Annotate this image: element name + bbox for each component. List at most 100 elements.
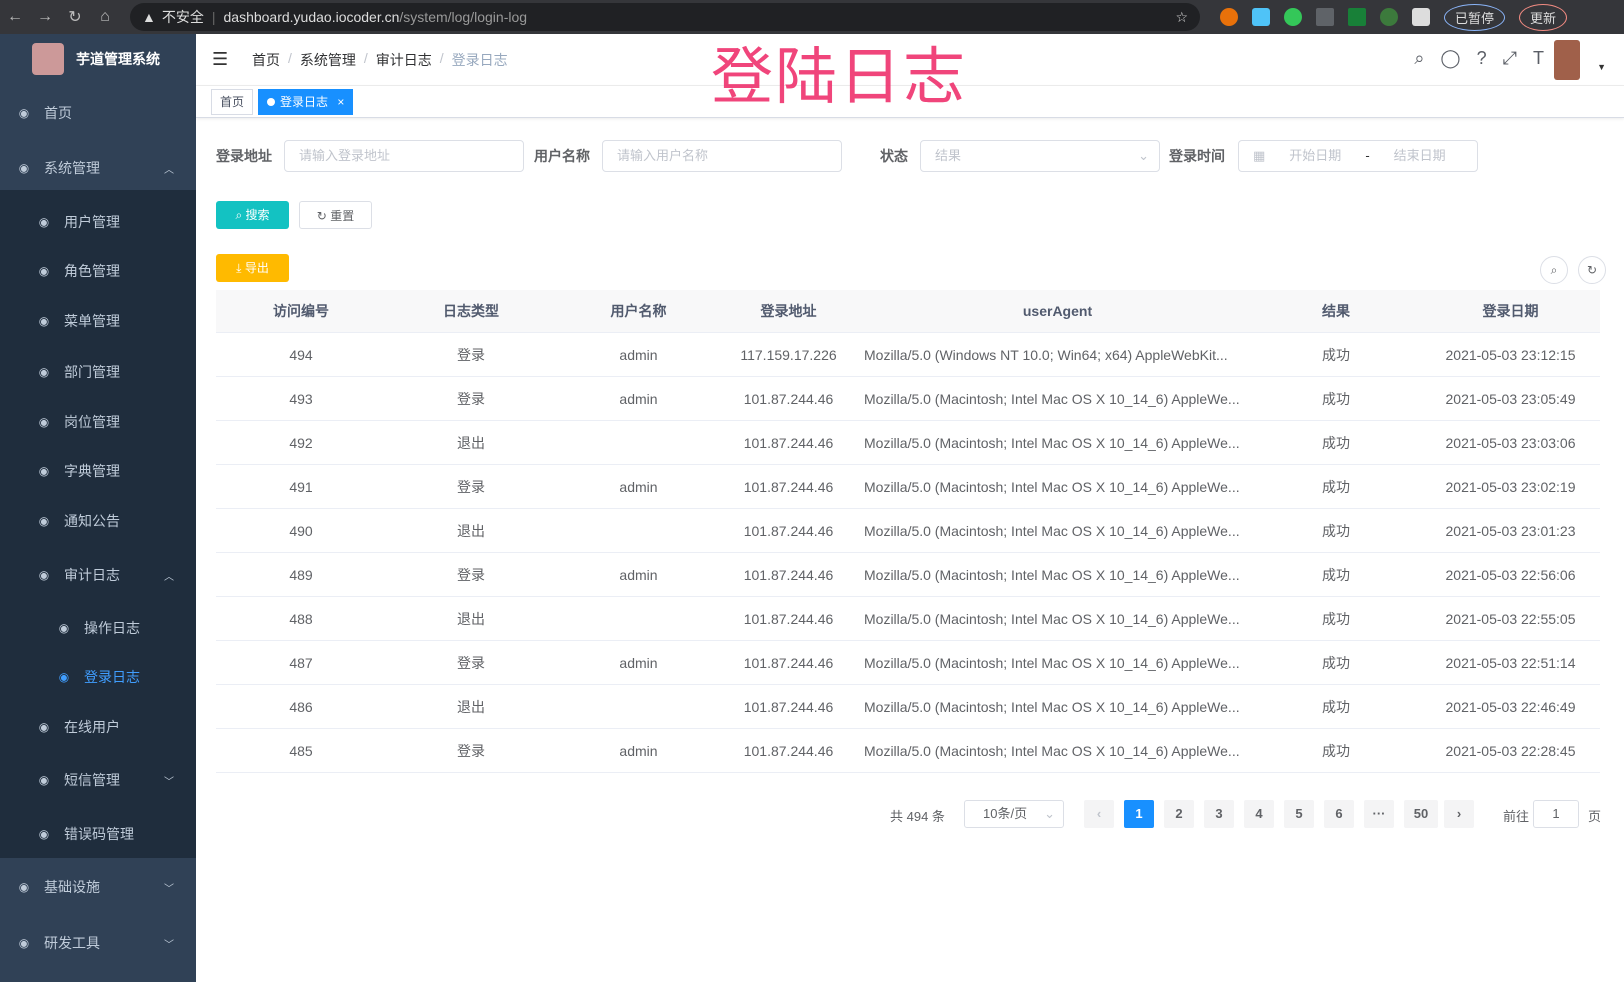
table-cell: 登录 (457, 566, 485, 583)
breadcrumb-item[interactable]: 审计日志 (375, 51, 432, 68)
github-icon[interactable]: ◯ (1440, 48, 1461, 68)
table-cell: admin (619, 654, 658, 671)
page-button[interactable]: ··· (1364, 800, 1394, 828)
sidebar-item[interactable]: ◉ 登录日志 (0, 652, 196, 702)
page-button[interactable]: 5 (1284, 800, 1314, 828)
reload-icon[interactable]: ↻ (68, 9, 82, 26)
sidebar-item[interactable]: ◉ 错误码管理 (0, 809, 196, 859)
sidebar-item[interactable]: ◉ 首页 (0, 88, 196, 138)
sidebar-item[interactable]: ◉ 字典管理 (0, 446, 196, 496)
sidebar-item[interactable]: ◉ 系统管理 ︿ (0, 143, 196, 193)
toggle-search-button[interactable]: ⌕ (1540, 256, 1568, 284)
sidebar-item[interactable]: ◉ 角色管理 (0, 246, 196, 296)
sidebar-item[interactable]: ◉ 审计日志 ︿ (0, 550, 196, 600)
sidebar-item[interactable]: ◉ 菜单管理 (0, 296, 196, 346)
column-header: 访问编号 (273, 303, 329, 319)
update-button[interactable]: 更新 (1519, 3, 1568, 31)
extension-icon[interactable] (1380, 8, 1398, 26)
back-icon[interactable]: ← (7, 8, 23, 25)
extension-icon[interactable] (1284, 8, 1302, 26)
page-button[interactable]: 4 (1244, 800, 1274, 828)
home-icon[interactable]: ⌂ (100, 8, 110, 25)
profile-button[interactable]: 已暂停 (1444, 3, 1506, 31)
page-button[interactable]: 6 (1324, 800, 1354, 828)
table-cell: 成功 (1322, 434, 1350, 451)
sidebar-item[interactable]: ◉ 部门管理 (0, 347, 196, 397)
start-date[interactable]: 开始日期 (1289, 148, 1342, 163)
sidebar-item-label: 短信管理 (64, 772, 120, 788)
table-cell: Mozilla/5.0 (Macintosh; Intel Mac OS X 1… (864, 390, 1240, 407)
breadcrumb-current: 登录日志 (451, 51, 508, 68)
status-select[interactable]: 结果 ⌄ (920, 140, 1160, 172)
date-range-picker[interactable]: ▦ 开始日期 - 结束日期 (1238, 140, 1478, 172)
username-input[interactable]: 请输入用户名称 (602, 140, 842, 172)
extension-icon[interactable] (1316, 8, 1334, 26)
logo[interactable]: 芋道管理系统 (0, 34, 196, 84)
sidebar-item[interactable]: ◉ 在线用户 (0, 702, 196, 752)
search-button[interactable]: ⌕ 搜索 (216, 201, 289, 229)
goto-page-input[interactable]: 1 (1533, 800, 1579, 828)
sidebar-item[interactable]: ◉ 通知公告 (0, 496, 196, 546)
export-button[interactable]: ⤓ 导出 (216, 254, 289, 282)
prev-page-button[interactable]: ‹ (1084, 800, 1114, 828)
extension-icon[interactable] (1252, 8, 1270, 26)
sidebar-item[interactable]: ◉ 短信管理 ﹀ (0, 755, 196, 805)
hamburger-icon[interactable]: ☰ (212, 49, 229, 69)
table-cell: 491 (289, 478, 313, 495)
bookmark-star-icon[interactable]: ☆ (1175, 8, 1188, 25)
page-button[interactable]: 2 (1164, 800, 1194, 828)
next-page-button[interactable]: › (1444, 800, 1474, 828)
refresh-table-button[interactable]: ↻ (1578, 256, 1606, 284)
avatar[interactable] (1554, 40, 1580, 80)
ip-input[interactable]: 请输入登录地址 (284, 140, 524, 172)
dict-icon: ◉ (38, 464, 50, 478)
sidebar-item[interactable]: ◉ 操作日志 (0, 603, 196, 653)
table-cell: Mozilla/5.0 (Windows NT 10.0; Win64; x64… (864, 346, 1228, 363)
tool-icon: ◉ (18, 936, 30, 950)
tree-icon: ◉ (38, 365, 50, 379)
sidebar-item[interactable]: ◉ 岗位管理 (0, 397, 196, 447)
close-icon[interactable]: × (337, 95, 345, 109)
table-cell: 117.159.17.226 (740, 346, 837, 363)
message-icon: ◉ (38, 514, 50, 528)
breadcrumb-item[interactable]: 系统管理 (299, 51, 356, 68)
table-cell: 登录 (457, 478, 485, 495)
page-button[interactable]: 1 (1124, 800, 1154, 828)
page-button[interactable]: 3 (1204, 800, 1234, 828)
caret-down-icon[interactable]: ▼ (1597, 62, 1606, 72)
table-cell: 2021-05-03 23:12:15 (1445, 346, 1576, 363)
reset-button[interactable]: ↻ 重置 (299, 201, 372, 229)
breadcrumb-item[interactable]: 首页 (252, 51, 280, 68)
sidebar-item[interactable]: ◉ 用户管理 (0, 197, 196, 247)
extension-icon[interactable] (1220, 8, 1238, 26)
table-cell: 492 (289, 434, 313, 451)
sidebar-item[interactable]: ◉ 基础设施 ﹀ (0, 862, 196, 912)
sidebar-item-label: 审计日志 (64, 567, 120, 583)
sidebar-item[interactable]: ◉ 研发工具 ﹀ (0, 918, 196, 968)
form-icon: ◉ (58, 621, 70, 635)
page-size-value: 10条/页 (983, 806, 1028, 821)
question-icon[interactable]: ? (1476, 48, 1487, 68)
end-date[interactable]: 结束日期 (1393, 148, 1446, 163)
page-button[interactable]: 50 (1404, 800, 1438, 828)
table-cell: Mozilla/5.0 (Macintosh; Intel Mac OS X 1… (864, 522, 1240, 539)
page-size-select[interactable]: 10条/页 ⌄ (964, 800, 1064, 828)
tag-current[interactable]: 登录日志 × (258, 89, 354, 115)
sidebar-item-label: 部门管理 (64, 364, 120, 380)
calendar-icon: ▦ (1253, 148, 1266, 163)
reset-label: 重置 (330, 209, 355, 223)
font-size-icon[interactable]: T (1533, 48, 1544, 68)
tag-home[interactable]: 首页 (211, 89, 254, 115)
extension-icon[interactable] (1348, 8, 1366, 26)
table-cell: 2021-05-03 22:28:45 (1445, 742, 1576, 759)
chevron-down-icon: ﹀ (164, 776, 174, 788)
fullscreen-icon[interactable]: ⤢ (1502, 48, 1517, 68)
navbar: ☰ 首页 / 系统管理 / 审计日志 / 登录日志 登陆日志 ⌕ ◯ ? ⤢ T ▼ (196, 34, 1624, 112)
table-cell: 2021-05-03 22:46:49 (1445, 698, 1576, 715)
search-icon[interactable]: ⌕ (1414, 48, 1425, 68)
table-cell: 101.87.244.46 (743, 654, 834, 671)
forward-icon[interactable]: → (37, 8, 53, 25)
peoples-icon: ◉ (38, 264, 50, 278)
address-bar[interactable]: ▲ 不安全 | dashboard.yudao.iocoder.cn/syste… (130, 3, 1200, 31)
puzzle-icon[interactable] (1412, 8, 1430, 26)
